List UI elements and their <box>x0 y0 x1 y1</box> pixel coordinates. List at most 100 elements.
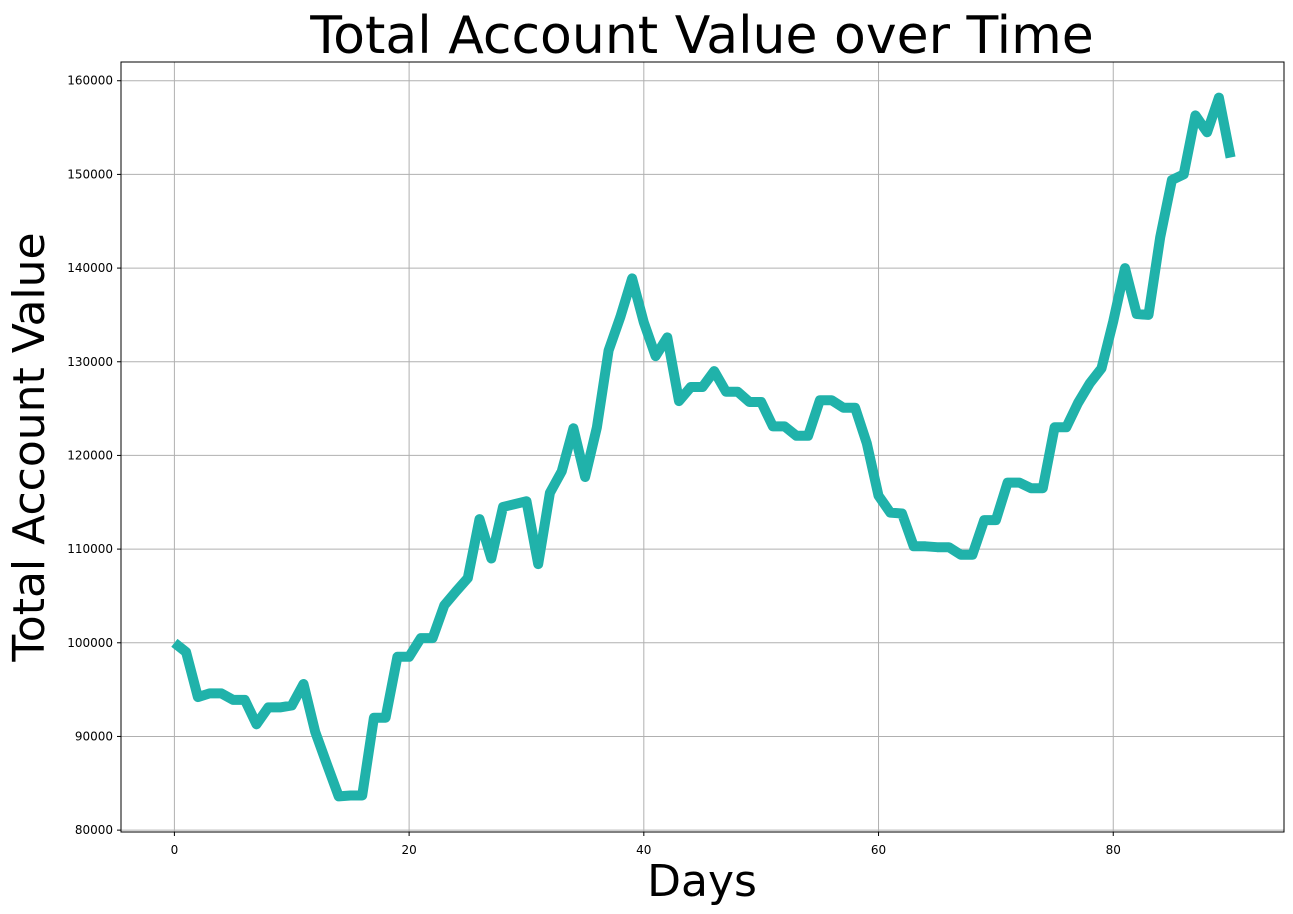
data-point <box>514 504 515 505</box>
y-tick-label: 120000 <box>67 448 113 462</box>
data-point <box>1113 321 1114 322</box>
data-point <box>1230 157 1231 158</box>
data-point <box>1160 237 1161 238</box>
data-point <box>491 558 492 559</box>
data-point <box>984 520 985 521</box>
data-point <box>608 350 609 351</box>
data-point <box>549 492 550 493</box>
y-tick-label: 90000 <box>75 729 113 743</box>
data-point <box>1066 427 1067 428</box>
data-point <box>338 796 339 797</box>
y-tick-label: 100000 <box>67 636 113 650</box>
y-axis-title: Total Account Value <box>4 232 55 662</box>
data-point <box>456 591 457 592</box>
data-point <box>373 717 374 718</box>
data-point <box>526 501 527 502</box>
series-layer <box>171 92 1236 802</box>
data-point <box>972 554 973 555</box>
data-point <box>1125 268 1126 269</box>
data-point <box>761 402 762 403</box>
x-tick-label: 60 <box>871 843 886 857</box>
y-tick-label: 110000 <box>67 542 113 556</box>
x-tick-label: 20 <box>401 843 416 857</box>
data-point <box>1148 314 1149 315</box>
data-point <box>667 337 668 338</box>
y-tick-label: 80000 <box>75 823 113 837</box>
data-point <box>702 387 703 388</box>
data-point <box>620 316 621 317</box>
data-point <box>855 407 856 408</box>
data-point <box>643 322 644 323</box>
data-point <box>925 546 926 547</box>
data-point <box>432 638 433 639</box>
data-point <box>690 387 691 388</box>
data-point <box>714 371 715 372</box>
data-point <box>937 547 938 548</box>
x-tick-label: 0 <box>171 843 179 857</box>
data-point <box>866 443 867 444</box>
data-point <box>256 724 257 725</box>
data-point <box>209 693 210 694</box>
data-point <box>1054 427 1055 428</box>
data-point <box>902 513 903 514</box>
data-point <box>737 391 738 392</box>
data-point <box>913 546 914 547</box>
data-point <box>409 656 410 657</box>
data-point <box>796 435 797 436</box>
data-point <box>1136 314 1137 315</box>
data-point <box>174 642 175 643</box>
data-point <box>726 391 727 392</box>
x-axis-title: Days <box>647 856 757 907</box>
data-point <box>420 638 421 639</box>
series-line <box>171 92 1236 802</box>
data-point <box>197 697 198 698</box>
data-point <box>397 656 398 657</box>
data-point <box>632 278 633 279</box>
data-point <box>538 564 539 565</box>
data-point <box>467 578 468 579</box>
data-point <box>1089 383 1090 384</box>
data-point <box>890 512 891 513</box>
data-point <box>221 693 222 694</box>
data-point <box>1183 174 1184 175</box>
y-tick-label: 140000 <box>67 261 113 275</box>
data-point <box>315 731 316 732</box>
y-tick-label: 160000 <box>67 74 113 88</box>
data-point <box>291 705 292 706</box>
data-point <box>268 707 269 708</box>
data-point <box>1031 488 1032 489</box>
data-point <box>280 707 281 708</box>
data-point <box>784 426 785 427</box>
axis-ticks: 0 20 40 60 80 80000 90000 100000 110000 120000 130… <box>67 74 1121 857</box>
grid <box>121 62 1284 832</box>
data-point <box>385 717 386 718</box>
data-point <box>479 519 480 520</box>
x-tick-label: 80 <box>1106 843 1121 857</box>
data-point <box>573 428 574 429</box>
data-point <box>233 699 234 700</box>
y-tick-label: 130000 <box>67 355 113 369</box>
data-point <box>1171 180 1172 181</box>
data-point <box>948 547 949 548</box>
data-point <box>1207 132 1208 133</box>
y-tick-label: 150000 <box>67 167 113 181</box>
data-point <box>244 699 245 700</box>
data-point <box>1078 403 1079 404</box>
data-point <box>303 684 304 685</box>
data-point <box>960 554 961 555</box>
data-point <box>878 495 879 496</box>
data-point <box>561 471 562 472</box>
data-point <box>362 795 363 796</box>
data-point <box>819 400 820 401</box>
data-point <box>503 507 504 508</box>
chart-title: Total Account Value over Time <box>309 6 1094 66</box>
data-point <box>585 477 586 478</box>
data-point <box>1007 482 1008 483</box>
data-point <box>808 435 809 436</box>
data-point <box>327 764 328 765</box>
data-point <box>655 356 656 357</box>
x-tick-label: 40 <box>636 843 651 857</box>
data-point <box>444 605 445 606</box>
